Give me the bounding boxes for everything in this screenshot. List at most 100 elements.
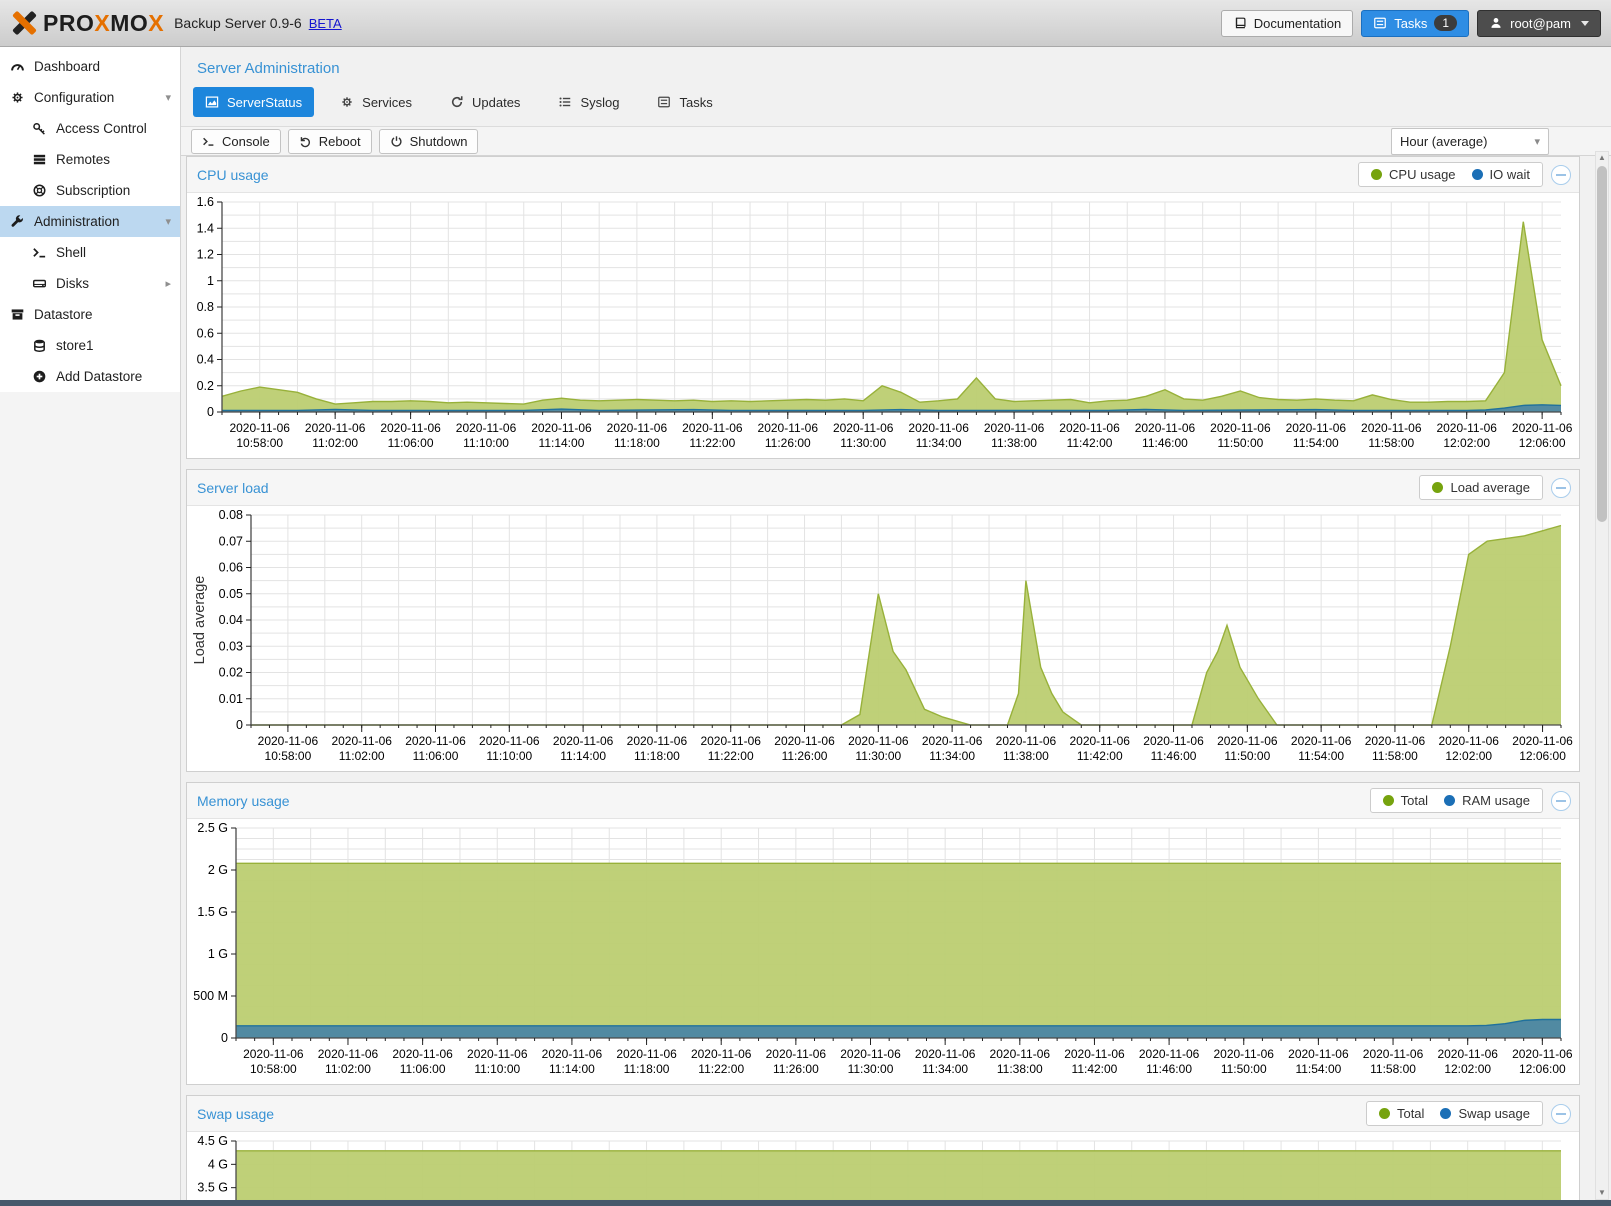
legend-item-cpu-usage[interactable]: CPU usage: [1371, 167, 1456, 182]
sidebar-item-access-control[interactable]: Access Control: [0, 113, 180, 144]
terminal-icon: [33, 248, 46, 258]
tasks-button[interactable]: Tasks 1: [1361, 9, 1470, 37]
panel-server-load: Server load Load average 2020-11-06 10:58:0…: [186, 469, 1580, 772]
scroll-down-arrow[interactable]: ▼: [1598, 1188, 1606, 1197]
sidebar-item-configuration[interactable]: Configuration ▾: [0, 82, 180, 113]
time-range-select[interactable]: Hour (average) ▾: [1391, 127, 1549, 155]
top-header: PROXMOX Backup Server 0.9-6 BETA Documen…: [0, 0, 1611, 47]
vertical-scrollbar[interactable]: ▲ ▼: [1595, 151, 1609, 1200]
tab-serverstatus[interactable]: ServerStatus: [193, 87, 315, 117]
sidebar-item-administration[interactable]: Administration ▾: [0, 206, 180, 237]
legend-label: Total: [1396, 1106, 1425, 1121]
main-content: Server Administration ServerStatus Servic…: [181, 47, 1611, 1200]
chevron-down-icon[interactable]: ▾: [165, 216, 171, 228]
svg-text:0.01: 0.01: [219, 692, 243, 706]
gears-icon: [342, 97, 352, 107]
toolbar: Console Reboot Shutdown Hour (average) ▾: [181, 126, 1611, 156]
collapse-panel-button[interactable]: [1551, 790, 1571, 811]
scroll-up-arrow[interactable]: ▲: [1598, 153, 1606, 162]
legend-item-load-average[interactable]: Load average: [1432, 480, 1530, 495]
legend-dot: [1382, 795, 1394, 806]
collapse-panel-button[interactable]: [1551, 477, 1571, 498]
chevron-down-icon[interactable]: ▾: [165, 92, 171, 104]
navigation-tree: Dashboard Configuration ▾ Access Control Rem…: [0, 47, 180, 392]
chevron-right-icon[interactable]: ▸: [165, 278, 171, 290]
sidebar-item-subscription[interactable]: Subscription: [0, 175, 180, 206]
sidebar-item-datastore[interactable]: Datastore: [0, 299, 180, 330]
sidebar-item-remotes[interactable]: Remotes: [0, 144, 180, 175]
svg-text:1: 1: [207, 274, 214, 288]
reboot-button[interactable]: Reboot: [287, 128, 372, 154]
svg-text:0.4: 0.4: [197, 353, 214, 367]
sidebar-item-disks[interactable]: Disks ▸: [0, 268, 180, 299]
svg-text:2 G: 2 G: [208, 863, 228, 877]
sidebar-item-store1[interactable]: store1: [0, 330, 180, 361]
svg-text:500 M: 500 M: [193, 989, 228, 1003]
documentation-button[interactable]: Documentation: [1220, 9, 1354, 37]
refresh-icon: [451, 96, 463, 108]
power-icon: [391, 135, 402, 147]
chart-body-cpu-usage: 2020-11-06 10:58:00 2020-11-06 11:02:00 2020…: [187, 193, 1579, 458]
legend-item-total[interactable]: Total: [1382, 793, 1428, 808]
bottom-edge: [0, 1200, 1611, 1206]
key-icon: [33, 122, 45, 135]
sidebar-item-shell[interactable]: Shell: [0, 237, 180, 268]
legend-item-ram-usage[interactable]: RAM usage: [1444, 793, 1530, 808]
chevron-down-icon: ▾: [1534, 135, 1540, 148]
sidebar-item-label: store1: [56, 338, 94, 353]
svg-text:3.5 G: 3.5 G: [197, 1181, 228, 1195]
tab-syslog[interactable]: Syslog: [546, 87, 631, 117]
legend-item-total[interactable]: Total: [1378, 1106, 1425, 1121]
sidebar-item-label: Subscription: [56, 183, 131, 198]
user-menu-button[interactable]: root@pam: [1477, 9, 1601, 37]
tab-label: Updates: [472, 94, 521, 110]
svg-text:1.2: 1.2: [197, 248, 214, 262]
legend-item-io-wait[interactable]: IO wait: [1471, 167, 1530, 182]
collapse-panel-button[interactable]: [1551, 164, 1571, 185]
chart-body-swap-usage: 2020-11-0610:58:002020-11-0611:02:002020…: [187, 1132, 1579, 1200]
tab-updates[interactable]: Updates: [438, 87, 532, 117]
sidebar-item-add-datastore[interactable]: Add Datastore: [0, 361, 180, 392]
server-load-chart: 2020-11-06 10:58:00 2020-11-06 11:02:00 2020…: [192, 508, 1573, 763]
tab-bar: ServerStatus Services Updates Syslog Tasks: [181, 77, 1611, 126]
legend-dot: [1440, 1108, 1452, 1119]
tab-services[interactable]: Services: [328, 87, 424, 117]
sidebar-item-dashboard[interactable]: Dashboard: [0, 51, 180, 82]
legend-item-swap-usage[interactable]: Swap usage: [1440, 1106, 1530, 1121]
beta-link[interactable]: BETA: [308, 15, 342, 31]
chart-body-server-load: 2020-11-06 10:58:00 2020-11-06 11:02:00 2020…: [187, 506, 1579, 771]
scrollbar-thumb[interactable]: [1597, 166, 1607, 522]
chart-body-memory-usage: 2020-11-06 10:58:00 2020-11-06 11:02:00 2020…: [187, 819, 1579, 1084]
legend: Total RAM usage: [1369, 788, 1543, 813]
panel-title: Swap usage: [197, 1105, 275, 1122]
collapse-panel-button[interactable]: [1551, 1103, 1571, 1124]
shutdown-button[interactable]: Shutdown: [378, 128, 479, 154]
panel-cpu-usage: CPU usage CPU usage IO wait 2020-11-06 10:58…: [186, 156, 1580, 459]
console-button[interactable]: Console: [191, 128, 281, 154]
panel-header-memory-usage: Memory usage Total RAM usage: [187, 783, 1579, 819]
tab-tasks[interactable]: Tasks: [645, 87, 724, 117]
legend-label: Swap usage: [1458, 1106, 1530, 1121]
svg-text:4.5 G: 4.5 G: [197, 1134, 228, 1148]
